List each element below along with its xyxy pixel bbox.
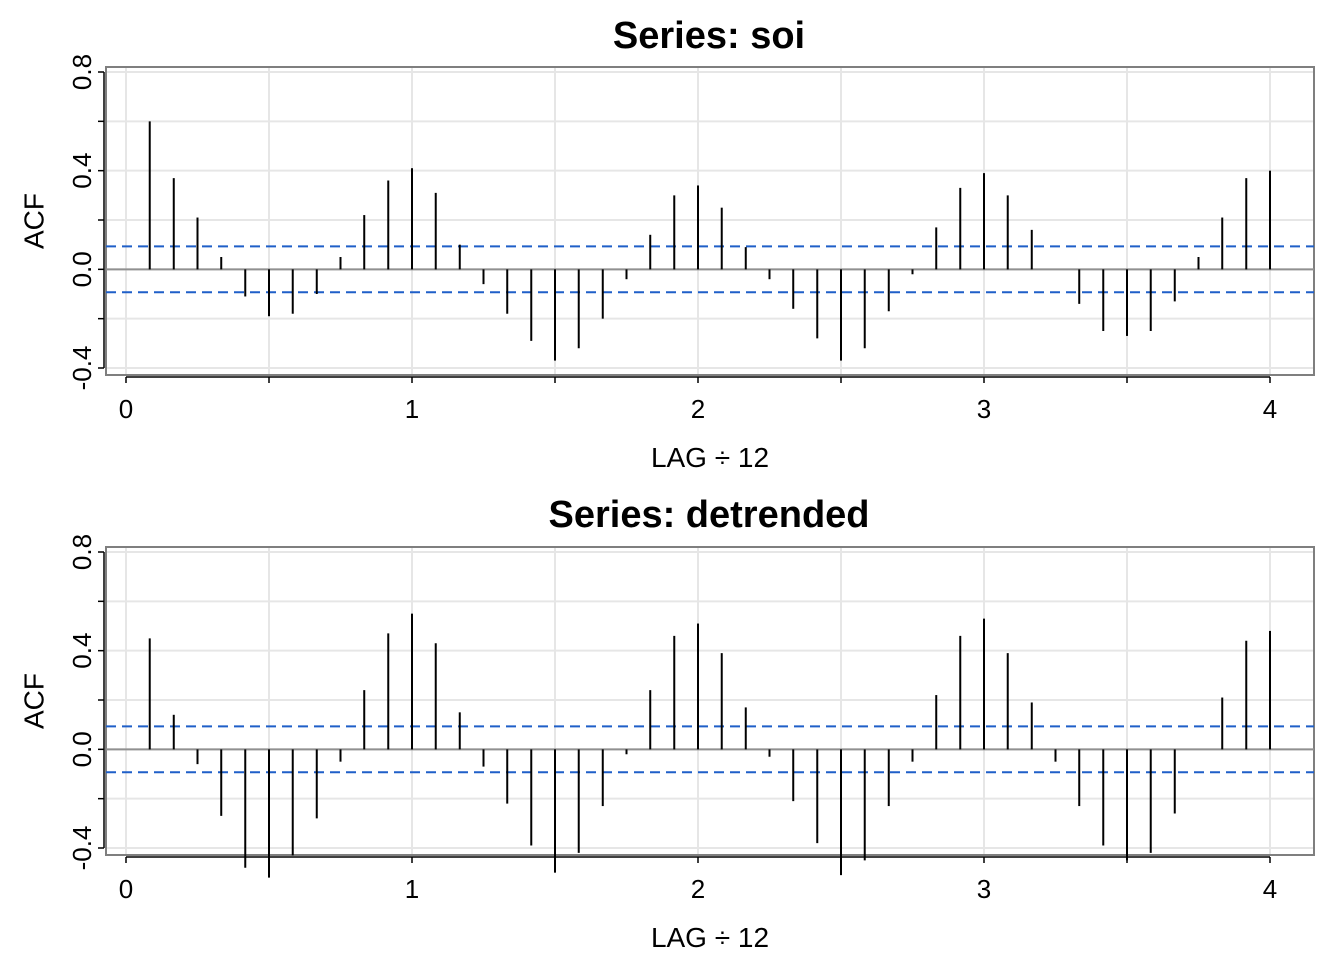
grid-lines — [106, 547, 1314, 855]
acf-stems — [148, 121, 1271, 361]
y-tick-label: 0.0 — [67, 731, 97, 767]
y-axis: -0.4 0.0 0.4 0.8 — [67, 534, 105, 871]
acf-panel-2: -0.4 0.0 0.4 0.8 0 1 2 3 4 Series: detrended LAG ÷… — [18, 494, 1315, 953]
y-tick-label: 0.4 — [67, 153, 97, 189]
y-tick-label: 0.0 — [67, 251, 97, 287]
y-tick-label: 0.8 — [67, 54, 97, 90]
y-axis: -0.4 0.0 0.4 0.8 — [67, 54, 105, 391]
y-axis-label: ACF — [18, 673, 49, 729]
plot-frame — [105, 66, 1315, 376]
y-tick-label: -0.4 — [67, 826, 97, 871]
x-tick-label: 1 — [405, 874, 419, 904]
x-axis: 0 1 2 3 4 — [119, 376, 1277, 424]
x-tick-label: 3 — [977, 394, 991, 424]
x-tick-label: 1 — [405, 394, 419, 424]
chart-title: Series: soi — [613, 15, 805, 57]
x-tick-label: 4 — [1263, 394, 1277, 424]
x-axis: 0 1 2 3 4 — [119, 856, 1277, 904]
x-tick-label: 2 — [691, 394, 705, 424]
x-tick-label: 0 — [119, 874, 133, 904]
plot-frame — [105, 546, 1315, 856]
y-tick-label: -0.4 — [67, 346, 97, 391]
grid-lines — [106, 67, 1314, 375]
y-tick-label: 0.8 — [67, 534, 97, 570]
acf-stems — [148, 613, 1271, 878]
chart-title: Series: detrended — [549, 494, 870, 536]
x-tick-label: 3 — [977, 874, 991, 904]
x-tick-label: 4 — [1263, 874, 1277, 904]
x-axis-label: LAG ÷ 12 — [651, 442, 769, 473]
y-axis-label: ACF — [18, 193, 49, 249]
x-tick-label: 2 — [691, 874, 705, 904]
x-axis-label: LAG ÷ 12 — [651, 922, 769, 953]
y-tick-label: 0.4 — [67, 633, 97, 669]
acf-panel-1: -0.4 0.0 0.4 0.8 0 1 2 3 4 Series: soi LAG ÷ 12 ACF — [18, 15, 1315, 473]
x-tick-label: 0 — [119, 394, 133, 424]
